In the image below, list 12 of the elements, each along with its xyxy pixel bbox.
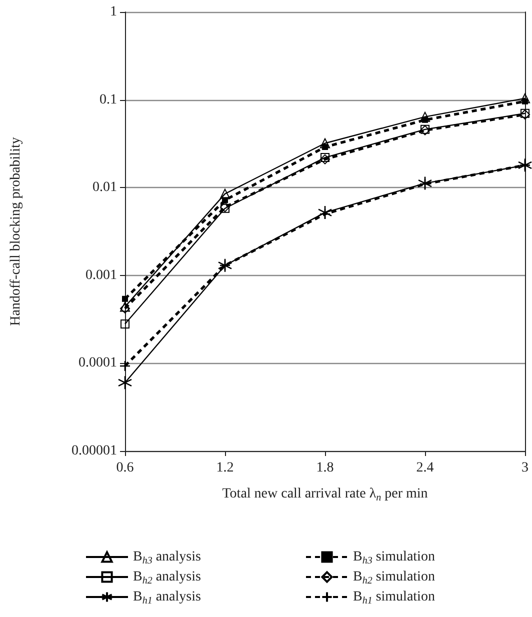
y-tick-label: 1 bbox=[110, 4, 117, 20]
x-tick-label: 0.6 bbox=[116, 460, 134, 476]
y-axis-title: Handoff-call blocking probability bbox=[8, 137, 24, 326]
x-tick-label: 3 bbox=[522, 460, 528, 476]
y-tick-label: 0.00001 bbox=[72, 444, 117, 458]
x-tick-label: 2.4 bbox=[416, 460, 434, 476]
x-tick-label: 1.8 bbox=[316, 460, 334, 476]
y-tick-label: 0.001 bbox=[86, 268, 117, 283]
y-tick-label: 0.1 bbox=[100, 92, 117, 108]
x-tick-label: 1.2 bbox=[216, 460, 234, 476]
y-tick-label: 0.0001 bbox=[78, 356, 117, 371]
y-tick-label: 0.01 bbox=[92, 180, 117, 196]
